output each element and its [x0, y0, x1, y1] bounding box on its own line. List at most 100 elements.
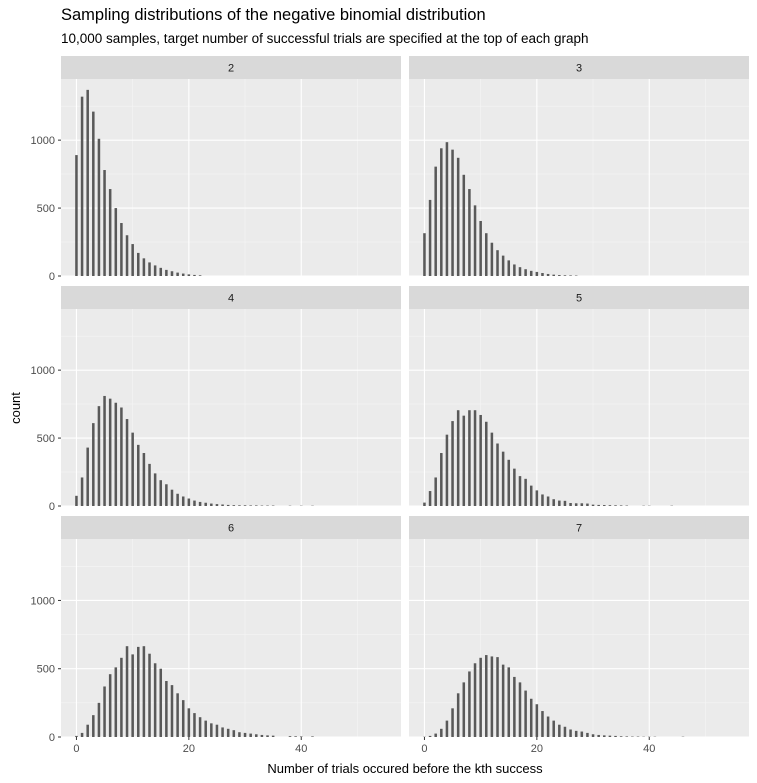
bar [120, 657, 123, 737]
bar [619, 505, 623, 506]
facet-strip [61, 516, 401, 539]
bar [513, 676, 516, 737]
bar [221, 727, 224, 737]
bar [215, 504, 219, 506]
bar [176, 693, 179, 737]
bar [569, 729, 572, 737]
bar [563, 500, 567, 506]
bar [238, 505, 241, 506]
bar [80, 732, 84, 737]
facet-strip [61, 286, 401, 309]
bar [580, 731, 584, 737]
bar [137, 444, 140, 506]
bar [103, 170, 106, 276]
x-tick-label: 40 [643, 743, 655, 755]
bar [159, 480, 163, 506]
panel-background [61, 79, 401, 276]
bar [541, 711, 544, 737]
bar [468, 671, 471, 737]
bar [535, 490, 539, 506]
bar [479, 657, 482, 737]
bar [159, 267, 163, 276]
bar [518, 267, 522, 276]
bar [507, 459, 511, 506]
facet-strip-label: 3 [576, 63, 582, 75]
bar [153, 265, 157, 276]
chart-subtitle: 10,000 samples, target number of success… [61, 31, 589, 46]
bar [586, 503, 589, 506]
bar [434, 477, 437, 506]
bar [108, 189, 112, 276]
bar [552, 720, 555, 737]
bar [299, 736, 303, 737]
bar [243, 505, 247, 506]
bar [496, 657, 499, 737]
bar [255, 734, 258, 737]
bar [75, 495, 78, 506]
bar [271, 735, 275, 737]
facet-strip-label: 7 [576, 523, 582, 535]
facet-strip-label: 2 [228, 63, 234, 75]
bar [558, 500, 561, 506]
bar [125, 419, 129, 506]
bar [311, 736, 314, 737]
bar [456, 157, 460, 276]
bar [181, 700, 185, 737]
bar [120, 223, 123, 276]
bar [524, 690, 527, 737]
bar [608, 505, 612, 506]
bar [114, 402, 118, 506]
bar [148, 463, 151, 506]
bar [142, 258, 146, 276]
bar [535, 704, 539, 737]
bar [80, 96, 84, 276]
bar [226, 504, 230, 506]
facet-panel-4: 4 0 500 1000 [31, 286, 401, 513]
y-tick-label: 0 [49, 732, 55, 744]
y-tick-label: 0 [49, 271, 55, 283]
bar [170, 685, 174, 737]
bar [142, 453, 146, 506]
bar [546, 716, 550, 737]
facet-strip [409, 56, 749, 79]
bar [193, 713, 196, 737]
bar [176, 272, 179, 276]
bar [114, 667, 118, 737]
bar [456, 693, 460, 737]
bar [243, 732, 247, 737]
bar [546, 273, 550, 276]
bar [423, 233, 426, 276]
bar [108, 674, 112, 737]
bar [131, 244, 134, 276]
bar [591, 734, 595, 737]
bar [131, 432, 134, 506]
facet-panel-7: 7 0 20 40 [409, 516, 749, 755]
bar [92, 715, 95, 737]
bar [434, 166, 437, 276]
bar [75, 155, 78, 276]
facet-strip-label: 5 [576, 293, 582, 305]
bar [137, 646, 140, 737]
bar [181, 496, 185, 506]
bar [176, 493, 179, 506]
bar [507, 260, 511, 276]
bar [137, 252, 140, 276]
bar [445, 720, 449, 737]
bar [266, 735, 269, 737]
bar [440, 453, 443, 506]
bar [423, 502, 426, 506]
bar [249, 505, 252, 506]
bar [131, 654, 134, 737]
bar [187, 708, 191, 737]
bar [204, 720, 207, 737]
bar [142, 646, 146, 737]
bar [255, 505, 258, 506]
bar [591, 504, 595, 506]
bar [232, 505, 236, 506]
bar [586, 732, 589, 737]
y-tick-label: 500 [37, 664, 55, 676]
bar [170, 489, 174, 506]
facet-strip [61, 56, 401, 79]
bar [574, 503, 578, 506]
